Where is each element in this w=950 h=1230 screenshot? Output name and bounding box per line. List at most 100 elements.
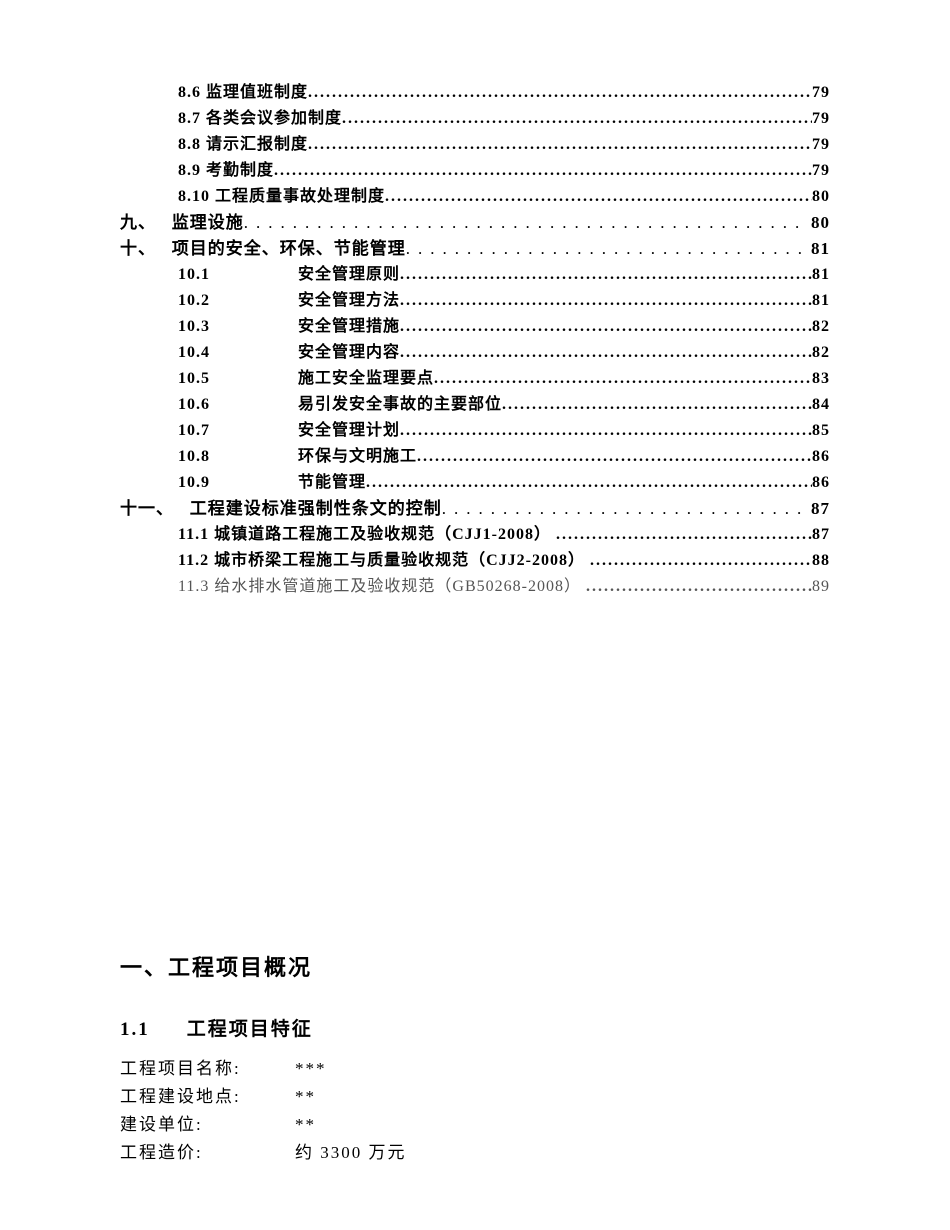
subtitle-num: 1.1 bbox=[120, 1019, 180, 1041]
toc-num: 10.1 bbox=[178, 262, 298, 288]
toc-item: 10.7 安全管理计划 ............................… bbox=[120, 418, 830, 444]
toc-chapter-text: 工程建设标准强制性条文的控制 bbox=[190, 496, 442, 522]
toc-num: 11.2 bbox=[178, 548, 209, 574]
toc-dots: ........................................… bbox=[406, 236, 806, 262]
toc-chapter-text: 监理设施 bbox=[172, 210, 244, 236]
subtitle-text: 工程项目特征 bbox=[187, 1019, 313, 1040]
toc-text: 易引发安全事故的主要部位 bbox=[298, 392, 502, 418]
info-label: 工程建设地点: bbox=[120, 1083, 295, 1111]
toc-text: 安全管理内容 bbox=[298, 340, 400, 366]
info-row: 工程建设地点: ** bbox=[120, 1083, 830, 1111]
toc-page: 83 bbox=[812, 366, 830, 392]
toc-text: 考勤制度 bbox=[206, 158, 274, 184]
toc-page: 88 bbox=[812, 548, 830, 574]
toc-num: 11.3 bbox=[178, 574, 209, 600]
info-row: 建设单位: ** bbox=[120, 1111, 830, 1139]
toc-page: 84 bbox=[812, 392, 830, 418]
toc-num: 10.3 bbox=[178, 314, 298, 340]
toc-text: 工程质量事故处理制度 bbox=[215, 184, 385, 210]
info-value: *** bbox=[295, 1055, 830, 1083]
info-row: 工程造价: 约 3300 万元 bbox=[120, 1139, 830, 1167]
toc-page: 86 bbox=[812, 470, 830, 496]
toc-item: 10.5 施工安全监理要点 ..........................… bbox=[120, 366, 830, 392]
toc-item: 10.8 环保与文明施工 ...........................… bbox=[120, 444, 830, 470]
toc-text: 安全管理原则 bbox=[298, 262, 400, 288]
toc-text: 节能管理 bbox=[298, 470, 366, 496]
toc-text: 城市桥梁工程施工与质量验收规范（CJJ2-2008） bbox=[214, 548, 585, 574]
toc-num: 11.1 bbox=[178, 522, 209, 548]
toc-num: 10.4 bbox=[178, 340, 298, 366]
info-label: 工程造价: bbox=[120, 1139, 295, 1167]
toc-text: 施工安全监理要点 bbox=[298, 366, 434, 392]
info-row: 工程项目名称: *** bbox=[120, 1055, 830, 1083]
toc-text: 城镇道路工程施工及验收规范（CJJ1-2008） bbox=[214, 522, 551, 548]
toc-text: 安全管理计划 bbox=[298, 418, 400, 444]
toc-dots: ........................................… bbox=[590, 548, 812, 574]
toc-dots: ........................................… bbox=[308, 80, 812, 106]
toc-item: 11.2 城市桥梁工程施工与质量验收规范（CJJ2-2008） ........… bbox=[120, 548, 830, 574]
info-value: ** bbox=[295, 1083, 830, 1111]
toc-dots: ........................................… bbox=[400, 262, 812, 288]
toc-dots: ........................................… bbox=[385, 184, 812, 210]
section-1: 一、工程项目概况 1.1 工程项目特征 工程项目名称: *** 工程建设地点: … bbox=[120, 950, 830, 1167]
toc-dots: ........................................… bbox=[400, 418, 812, 444]
toc-dots: ........................................… bbox=[308, 132, 812, 158]
toc-item: 8.9 考勤制度 ...............................… bbox=[120, 158, 830, 184]
toc-page: 82 bbox=[812, 340, 830, 366]
toc-page: 81 bbox=[812, 262, 830, 288]
info-label: 工程项目名称: bbox=[120, 1055, 295, 1083]
toc-item: 10.1 安全管理原则 ............................… bbox=[120, 262, 830, 288]
toc-chapter-num: 十一、 bbox=[120, 496, 174, 522]
toc-dots: ........................................… bbox=[366, 470, 812, 496]
toc-chapter: 十、 项目的安全、环保、节能管理 .......................… bbox=[120, 236, 830, 262]
toc-num: 10.5 bbox=[178, 366, 298, 392]
toc-dots: ........................................… bbox=[442, 496, 806, 522]
toc-num: 10.6 bbox=[178, 392, 298, 418]
toc-dots: ........................................… bbox=[502, 392, 812, 418]
toc-page: 86 bbox=[812, 444, 830, 470]
toc-item: 8.6 监理值班制度 .............................… bbox=[120, 80, 830, 106]
toc-dots: ........................................… bbox=[342, 106, 812, 132]
toc-item: 8.8 请示汇报制度 .............................… bbox=[120, 132, 830, 158]
toc-item: 8.10 工程质量事故处理制度 ........................… bbox=[120, 184, 830, 210]
toc-chapter-num: 十、 bbox=[120, 236, 156, 262]
toc-num: 10.8 bbox=[178, 444, 298, 470]
toc-dots: ........................................… bbox=[274, 158, 812, 184]
toc-item: 10.4 安全管理内容 ............................… bbox=[120, 340, 830, 366]
toc-item: 10.2 安全管理方法 ............................… bbox=[120, 288, 830, 314]
toc-dots: ........................................… bbox=[556, 522, 812, 548]
toc-item: 8.7 各类会议参加制度 ...........................… bbox=[120, 106, 830, 132]
toc-num: 8.7 bbox=[178, 106, 201, 132]
toc-page: 87 bbox=[812, 522, 830, 548]
toc-page: 89 bbox=[812, 574, 830, 600]
toc-dots: ........................................… bbox=[586, 574, 812, 600]
toc-dots: ........................................… bbox=[434, 366, 812, 392]
info-label: 建设单位: bbox=[120, 1111, 295, 1139]
toc-page: 81 bbox=[812, 288, 830, 314]
toc-num: 8.10 bbox=[178, 184, 210, 210]
toc-text: 安全管理方法 bbox=[298, 288, 400, 314]
toc-page: 80 bbox=[811, 210, 830, 236]
toc-item: 10.3 安全管理措施 ............................… bbox=[120, 314, 830, 340]
spacer bbox=[120, 600, 830, 950]
toc-page: 80 bbox=[812, 184, 830, 210]
toc-dots: ........................................… bbox=[400, 340, 812, 366]
toc-page: 82 bbox=[812, 314, 830, 340]
toc-num: 10.7 bbox=[178, 418, 298, 444]
toc-dots: ........................................… bbox=[244, 210, 806, 236]
toc-dots: ........................................… bbox=[400, 314, 812, 340]
toc-page: 81 bbox=[811, 236, 830, 262]
toc-dots: ........................................… bbox=[417, 444, 812, 470]
info-value: 约 3300 万元 bbox=[295, 1139, 830, 1167]
section-1-title: 一、工程项目概况 bbox=[120, 950, 830, 982]
toc-page: 87 bbox=[811, 496, 830, 522]
toc-container: 8.6 监理值班制度 .............................… bbox=[120, 80, 830, 600]
toc-num: 8.9 bbox=[178, 158, 201, 184]
toc-num: 10.9 bbox=[178, 470, 298, 496]
toc-page: 79 bbox=[812, 80, 830, 106]
toc-page: 79 bbox=[812, 158, 830, 184]
section-1-subtitle: 1.1 工程项目特征 bbox=[120, 1014, 830, 1041]
toc-text: 各类会议参加制度 bbox=[206, 106, 342, 132]
toc-dots: ........................................… bbox=[400, 288, 812, 314]
toc-item: 10.9 节能管理 ..............................… bbox=[120, 470, 830, 496]
